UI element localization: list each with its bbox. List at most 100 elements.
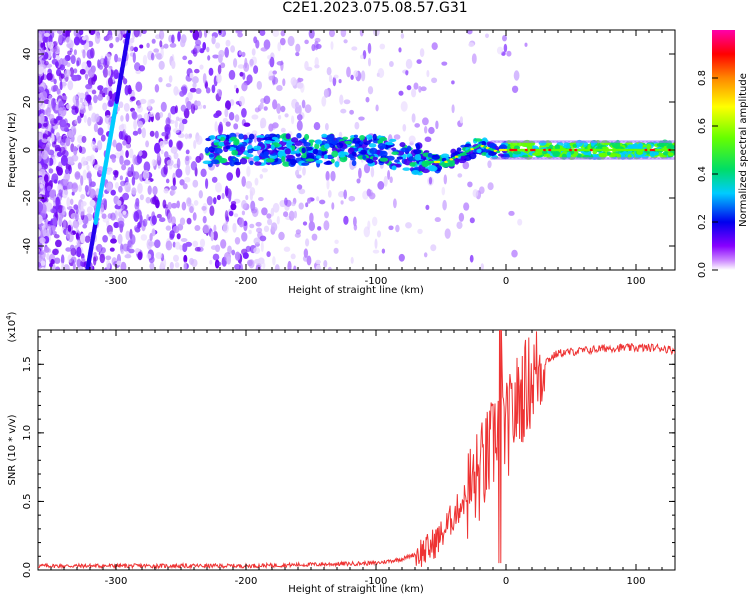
heatmap-cell bbox=[418, 85, 422, 93]
heatmap-cell bbox=[395, 224, 400, 233]
heatmap-cell bbox=[120, 204, 125, 210]
heatmap-cell bbox=[295, 150, 301, 154]
heatmap-cell bbox=[359, 134, 366, 141]
heatmap-cell bbox=[48, 94, 53, 100]
heatmap-cell bbox=[411, 88, 417, 98]
bottom-x-ticks: -300 -200 -100 0 100 bbox=[50, 330, 676, 587]
heatmap-cell bbox=[146, 214, 150, 222]
heatmap-cell bbox=[133, 119, 138, 131]
heatmap-cell bbox=[48, 168, 54, 174]
heatmap-cell bbox=[91, 89, 97, 95]
heatmap-cell bbox=[363, 163, 371, 174]
heatmap-cell bbox=[182, 55, 188, 61]
colorbar-tick-label: 0.4 bbox=[697, 166, 708, 182]
heatmap-cell bbox=[649, 150, 656, 158]
heatmap-cell bbox=[246, 153, 254, 158]
heatmap-cell bbox=[186, 217, 192, 225]
heatmap-cell bbox=[291, 201, 296, 207]
heatmap-cell bbox=[194, 43, 201, 53]
heatmap-cell bbox=[52, 216, 58, 227]
heatmap-cell bbox=[159, 261, 164, 270]
heatmap-cell bbox=[457, 173, 463, 178]
heatmap-cell bbox=[168, 139, 173, 148]
heatmap-cell bbox=[202, 104, 207, 109]
heatmap-cell bbox=[400, 147, 408, 153]
heatmap-cell bbox=[225, 39, 231, 47]
heatmap-cell bbox=[330, 170, 336, 182]
heatmap-cell bbox=[653, 151, 659, 156]
heatmap-cell bbox=[338, 191, 345, 198]
heatmap-cell bbox=[180, 86, 186, 91]
heatmap-cell bbox=[64, 69, 71, 77]
heatmap-cell bbox=[52, 87, 56, 92]
tick-label: 1.5 bbox=[22, 356, 33, 372]
tick-label: -200 bbox=[235, 276, 258, 287]
heatmap-cell bbox=[201, 205, 207, 211]
heatmap-cell bbox=[86, 94, 92, 104]
heatmap-cell bbox=[114, 53, 119, 63]
heatmap-cell bbox=[301, 99, 306, 109]
heatmap-cell bbox=[372, 133, 377, 141]
heatmap-cell bbox=[248, 133, 255, 140]
heatmap-cell bbox=[399, 142, 406, 148]
heatmap-cell bbox=[409, 162, 416, 167]
heatmap-cell bbox=[151, 158, 157, 167]
heatmap-cell bbox=[224, 210, 229, 221]
heatmap-cell bbox=[66, 30, 72, 34]
heatmap-cell bbox=[38, 229, 41, 238]
heatmap-cell bbox=[284, 148, 291, 155]
heatmap-cell bbox=[106, 34, 113, 41]
heatmap-cell bbox=[367, 86, 374, 95]
heatmap-cell bbox=[296, 120, 303, 131]
heatmap-cell bbox=[304, 146, 314, 151]
heatmap-cell bbox=[145, 140, 150, 148]
heatmap-cell bbox=[294, 140, 303, 146]
heatmap-cell bbox=[235, 167, 241, 178]
heatmap-cell bbox=[200, 168, 207, 178]
heatmap-cell bbox=[512, 150, 522, 155]
heatmap-cell bbox=[456, 147, 462, 152]
heatmap-cell bbox=[82, 223, 88, 229]
heatmap-cell bbox=[190, 103, 196, 115]
heatmap-cell bbox=[117, 199, 122, 207]
heatmap-cell bbox=[288, 210, 295, 221]
heatmap-cell bbox=[232, 222, 237, 233]
heatmap-cell bbox=[272, 99, 278, 110]
heatmap-cell bbox=[342, 136, 349, 140]
heatmap-cell bbox=[67, 129, 74, 139]
heatmap-cell bbox=[46, 252, 50, 260]
heatmap-cell bbox=[79, 68, 86, 75]
heatmap-cell bbox=[353, 224, 358, 231]
heatmap-cell bbox=[155, 112, 161, 121]
heatmap-cell bbox=[165, 240, 173, 251]
heatmap-cell bbox=[277, 151, 283, 157]
heatmap-cell bbox=[165, 225, 172, 231]
heatmap-cell bbox=[224, 107, 229, 118]
heatmap-cell bbox=[282, 78, 286, 87]
heatmap-cell bbox=[41, 49, 46, 56]
heatmap-cell bbox=[79, 97, 84, 104]
heatmap-cell bbox=[60, 155, 68, 166]
heatmap-cell bbox=[78, 266, 84, 270]
heatmap-cell bbox=[102, 102, 108, 111]
heatmap-cell bbox=[126, 135, 132, 145]
heatmap-cell bbox=[422, 117, 429, 126]
heatmap-cell bbox=[143, 161, 151, 173]
heatmap-cell bbox=[276, 103, 282, 114]
heatmap-cell bbox=[400, 101, 408, 112]
heatmap-cell bbox=[233, 213, 239, 218]
heatmap-cell bbox=[398, 253, 405, 262]
heatmap-cell bbox=[290, 253, 296, 260]
heatmap-cell bbox=[331, 150, 339, 158]
heatmap-cell bbox=[43, 246, 50, 253]
heatmap-cell bbox=[266, 251, 271, 258]
heatmap-cell bbox=[372, 156, 378, 161]
heatmap-cell bbox=[163, 188, 169, 194]
heatmap-cell bbox=[356, 178, 361, 184]
heatmap-cell bbox=[105, 255, 112, 261]
heatmap-cell bbox=[669, 140, 675, 144]
heatmap-cell bbox=[237, 64, 245, 69]
heatmap-cell bbox=[487, 160, 492, 169]
heatmap-cell bbox=[76, 60, 80, 67]
heatmap-cell bbox=[368, 192, 376, 200]
